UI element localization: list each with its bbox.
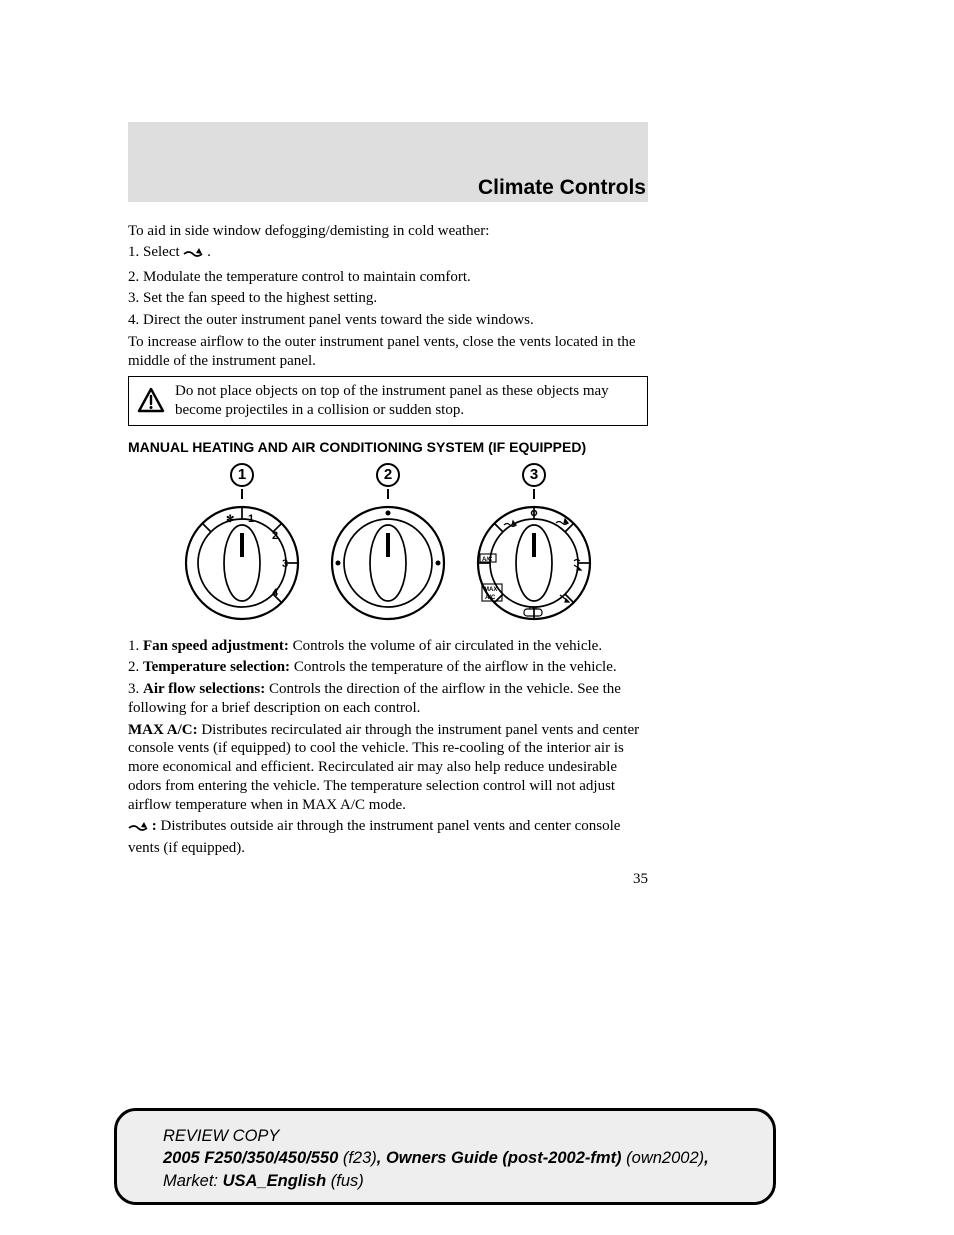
desc-2-label: Temperature selection: (143, 659, 290, 675)
step-3: 3. Set the fan speed to the highest sett… (128, 289, 648, 308)
desc-max-text: Distributes recirculated air through the… (128, 722, 639, 813)
dial1-label-2: 2 (272, 530, 278, 542)
footer-guide: Owners Guide (post-2002-fmt) (386, 1149, 622, 1167)
desc-panel-text: Distributes outside air through the inst… (128, 818, 620, 856)
desc-panel: : Distributes outside air through the in… (128, 817, 648, 858)
dial-1: 1 ✻ 1 2 3 (178, 463, 306, 627)
desc-1-label: Fan speed adjustment: (143, 638, 289, 654)
dial-3-number: 3 (522, 463, 546, 487)
page-content: To aid in side window defogging/demistin… (128, 222, 648, 892)
section-heading: MANUAL HEATING AND AIR CONDITIONING SYST… (128, 438, 648, 457)
page-title: Climate Controls (128, 176, 648, 200)
footer-code2: (own2002) (622, 1149, 705, 1167)
dial1-label-1: 1 (248, 513, 254, 525)
dial1-label-3: 3 (282, 558, 288, 570)
page-number: 35 (128, 870, 648, 889)
footer-market-label: Market: (163, 1172, 223, 1190)
desc-panel-colon: : (148, 818, 157, 834)
desc-3-label: Air flow selections: (143, 681, 265, 697)
dial-1-number: 1 (230, 463, 254, 487)
dial-3-svg: A/C MAX A/C (470, 499, 598, 627)
dial-2-number: 2 (376, 463, 400, 487)
dial3-ac-label: A/C (482, 557, 493, 563)
dial-3: 3 (470, 463, 598, 627)
desc-1-text: Controls the volume of air circulated in… (289, 638, 602, 654)
step-2: 2. Modulate the temperature control to m… (128, 268, 648, 287)
warning-icon (137, 387, 165, 415)
dial3-max2: A/C (485, 595, 496, 601)
dial3-max1: MAX (484, 587, 497, 593)
step-1-text-a: 1. Select (128, 244, 183, 260)
footer-sep1: , (377, 1149, 386, 1167)
dial-2: 2 (324, 463, 452, 627)
dial-1-svg: ✻ 1 2 3 4 (178, 499, 306, 627)
footer-line1: REVIEW COPY (163, 1125, 727, 1147)
intro-text: To aid in side window defogging/demistin… (128, 222, 648, 241)
footer-code1: (f23) (338, 1149, 377, 1167)
footer-market-code: (fus) (326, 1172, 364, 1190)
footer-market: USA_English (223, 1172, 327, 1190)
step-1-text-b: . (207, 244, 211, 260)
warning-callout: Do not place objects on top of the instr… (128, 376, 648, 426)
dials-figure: 1 ✻ 1 2 3 (128, 463, 648, 627)
dial1-fan-icon: ✻ (226, 514, 234, 525)
desc-max-label: MAX A/C: (128, 722, 198, 738)
desc-2: 2. Temperature selection: Controls the t… (128, 658, 648, 677)
footer-tail: , (704, 1149, 709, 1167)
desc-2-text: Controls the temperature of the airflow … (290, 659, 617, 675)
footer-line2: 2005 F250/350/450/550 (f23), Owners Guid… (163, 1147, 727, 1169)
panel-airflow-icon (128, 819, 148, 839)
dial-1-stem (241, 489, 243, 499)
dial-2-svg (324, 499, 452, 627)
panel-airflow-icon (183, 245, 203, 265)
dial-2-stem (387, 489, 389, 499)
desc-3: 3. Air flow selections: Controls the dir… (128, 680, 648, 718)
dial-3-stem (533, 489, 535, 499)
desc-1: 1. Fan speed adjustment: Controls the vo… (128, 637, 648, 656)
footer-box: REVIEW COPY 2005 F250/350/450/550 (f23),… (114, 1108, 776, 1205)
step-4: 4. Direct the outer instrument panel ven… (128, 311, 648, 330)
footer-line3: Market: USA_English (fus) (163, 1170, 727, 1192)
dial1-label-4: 4 (272, 587, 279, 599)
footer-model: 2005 F250/350/450/550 (163, 1149, 338, 1167)
warning-text: Do not place objects on top of the instr… (175, 382, 639, 420)
airflow-note: To increase airflow to the outer instrum… (128, 333, 648, 371)
step-1: 1. Select . (128, 243, 648, 265)
desc-max: MAX A/C: Distributes recirculated air th… (128, 721, 648, 815)
